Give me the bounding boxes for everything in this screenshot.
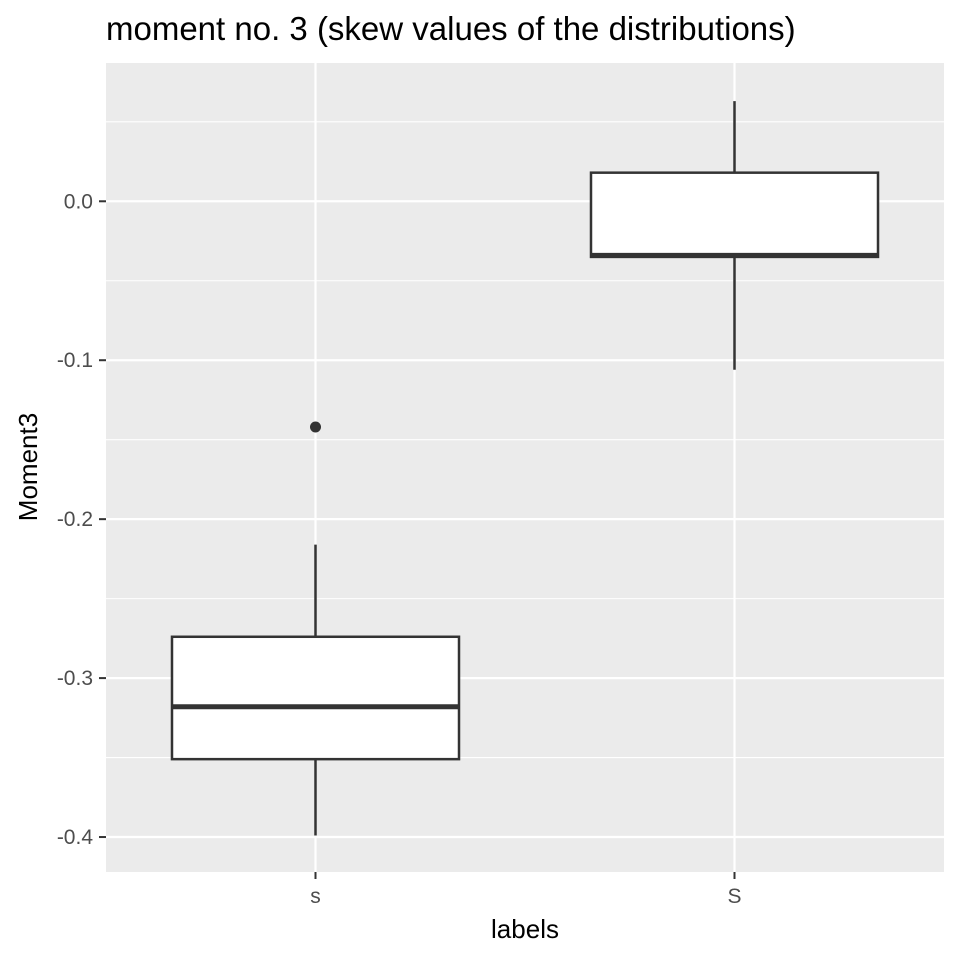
- y-tick-label: -0.2: [57, 508, 93, 531]
- chart-title: moment no. 3 (skew values of the distrib…: [106, 10, 796, 47]
- x-tick-label: S: [727, 885, 741, 908]
- box-S: [589, 101, 880, 370]
- y-tick-label: -0.3: [57, 667, 93, 690]
- y-axis: 0.0 -0.1 -0.2 -0.3 -0.4: [57, 190, 106, 849]
- iqr-box: [589, 171, 880, 259]
- y-tick-label: -0.1: [57, 349, 93, 372]
- box-series: [170, 101, 880, 836]
- iqr-box: [170, 635, 461, 761]
- y-tick-label: -0.4: [57, 826, 94, 849]
- y-axis-title: Moment3: [13, 413, 43, 521]
- x-axis-title: labels: [491, 914, 559, 944]
- y-tick-label: 0.0: [64, 190, 93, 213]
- box-s: [170, 421, 461, 836]
- x-tick-label: s: [310, 885, 321, 908]
- outlier-point: [310, 421, 321, 433]
